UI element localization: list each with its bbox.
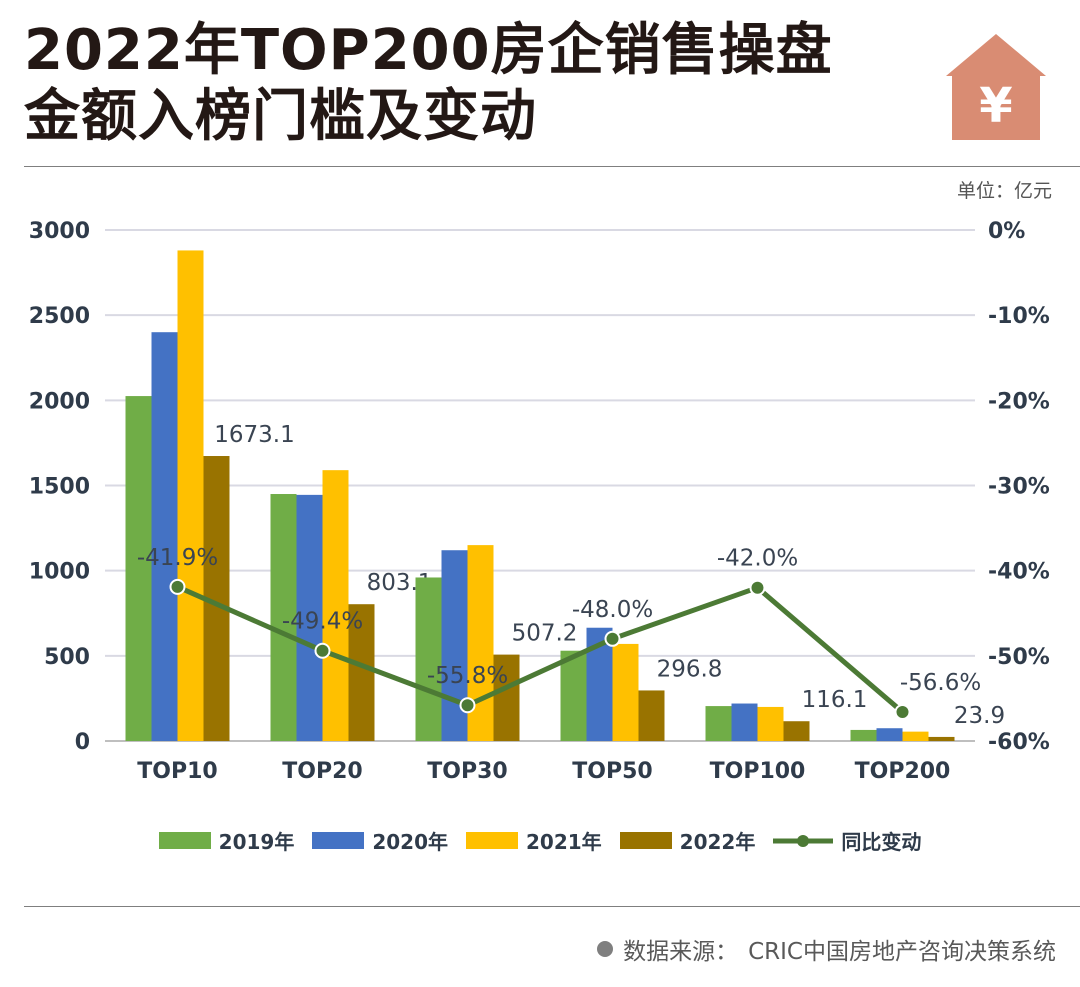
- x-tick-label: TOP50: [572, 759, 652, 784]
- bar: [125, 396, 152, 741]
- bar-data-label: 507.2: [512, 621, 578, 647]
- bottom-divider: [24, 906, 1080, 907]
- line-point: [749, 579, 766, 596]
- house-yuan-icon: ¥: [946, 34, 1046, 140]
- legend-item: 2020年: [312, 826, 448, 855]
- title-line-1: 2022年TOP200房企销售操盘: [24, 18, 833, 83]
- bar: [928, 736, 955, 741]
- legend-label: 2022年: [679, 830, 756, 854]
- legend-line-swatch: [773, 834, 834, 847]
- x-tick-label: TOP100: [710, 759, 806, 784]
- y-right-tick-label: -10%: [988, 304, 1050, 329]
- y-right-tick-label: -60%: [988, 730, 1050, 755]
- line-data-label: -48.0%: [572, 597, 653, 623]
- legend-label: 2020年: [372, 830, 448, 854]
- bar: [731, 703, 758, 741]
- y-right-tick-label: -50%: [988, 645, 1050, 670]
- line-data-label: -42.0%: [717, 546, 798, 572]
- line-data-label: -49.4%: [282, 609, 363, 635]
- combo-chart: 0 500 1000 1500 2000 2500 3000 0% -10% -20% -30% -4…: [29, 219, 1050, 784]
- line-point: [894, 704, 911, 721]
- bar-data-label: 116.1: [802, 687, 868, 713]
- y-left-tick-label: 0: [75, 730, 90, 755]
- legend-item: 2021年: [466, 826, 602, 855]
- y-left-tick-label: 2000: [29, 389, 90, 414]
- bar: [348, 604, 375, 741]
- line-data-label: -56.6%: [900, 670, 981, 696]
- x-tick-label: TOP10: [137, 759, 217, 784]
- bar: [441, 550, 468, 741]
- bar: [560, 650, 587, 741]
- legend-label: 2019年: [218, 830, 295, 854]
- top-divider: [24, 166, 1080, 167]
- bullet-icon: [597, 941, 614, 957]
- bar: [296, 494, 323, 741]
- x-tick-label: TOP30: [427, 759, 507, 784]
- bar-data-label: 23.9: [954, 703, 1005, 729]
- legend-item-line: 同比变动: [773, 826, 921, 855]
- source-text: CRIC中国房地产咨询决策系统: [748, 939, 1056, 965]
- legend-label: 同比变动: [841, 830, 922, 854]
- line-point: [604, 630, 621, 647]
- yoy-change-line: [176, 584, 905, 714]
- bar: [850, 729, 877, 741]
- bar: [151, 332, 178, 741]
- legend-swatch: [312, 832, 365, 849]
- y-left-tick-label: 500: [44, 645, 90, 670]
- title-line-2: 金额入榜门槛及变动: [24, 84, 537, 149]
- bar-data-label: 296.8: [657, 656, 723, 682]
- legend-swatch: [619, 832, 672, 849]
- y-left-tick-label: 1000: [29, 560, 90, 585]
- chart-title: 2022年TOP200房企销售操盘 金额入榜门槛及变动: [24, 18, 833, 150]
- y-right-tick-label: -20%: [988, 389, 1050, 414]
- data-source: 数据来源： CRIC中国房地产咨询决策系统: [597, 932, 1056, 966]
- line-point: [459, 697, 476, 714]
- y-left-tick-label: 1500: [29, 475, 90, 500]
- bar: [876, 728, 903, 741]
- legend: 2019年 2020年 2021年 2022年 同比变动: [0, 826, 1080, 855]
- x-tick-label: TOP20: [282, 759, 362, 784]
- y-left-tick-label: 3000: [29, 219, 90, 244]
- unit-label: 单位：亿元: [956, 180, 1052, 202]
- y-right-tick-label: 0%: [988, 219, 1025, 244]
- legend-label: 2021年: [526, 830, 602, 854]
- bar-data-label: 1673.1: [214, 422, 294, 448]
- y-left-tick-label: 2500: [29, 304, 90, 329]
- bar: [705, 706, 732, 741]
- bar: [638, 690, 665, 741]
- bar: [493, 654, 520, 741]
- line-point: [314, 642, 331, 659]
- line-data-label: -41.9%: [137, 545, 218, 571]
- bar: [902, 731, 929, 741]
- bar: [783, 721, 810, 741]
- source-label: 数据来源：: [623, 939, 739, 965]
- bar: [612, 643, 639, 741]
- bar: [322, 470, 349, 741]
- legend-item: 2019年: [158, 826, 295, 855]
- x-tick-label: TOP200: [855, 759, 951, 784]
- bar: [757, 706, 784, 741]
- legend-item: 2022年: [619, 826, 756, 855]
- yuan-symbol: ¥: [979, 78, 1012, 134]
- y-right-tick-label: -30%: [988, 475, 1050, 500]
- bar: [415, 577, 442, 741]
- line-data-label: -55.8%: [427, 663, 508, 689]
- bar: [177, 250, 204, 741]
- bar: [270, 494, 297, 741]
- line-point: [169, 578, 186, 595]
- y-right-tick-label: -40%: [988, 560, 1050, 585]
- legend-swatch: [158, 832, 211, 849]
- legend-swatch: [466, 832, 518, 849]
